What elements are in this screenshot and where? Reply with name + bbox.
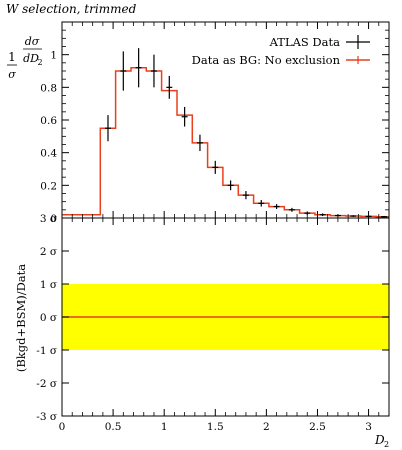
data-point [319, 213, 326, 217]
ratio-y-tick-label: 0 σ [40, 312, 57, 324]
data-point [212, 160, 219, 174]
x-tick-label: 3 [365, 421, 372, 433]
y-tick-label: 0.2 [40, 180, 57, 192]
x-tick-label: 1.5 [207, 421, 224, 433]
svg-text:2: 2 [37, 58, 42, 67]
data-point [350, 215, 357, 217]
x-tick-label: 0.5 [105, 421, 122, 433]
x-tick-label: 2.5 [309, 421, 326, 433]
svg-text:σ: σ [8, 68, 16, 81]
y-tick-label: 0.6 [40, 115, 57, 127]
data-point [135, 48, 142, 88]
legend-entry-atlas-data: ATLAS Data [269, 35, 370, 49]
legend-entry-data-as-bg: Data as BG: No exclusion [192, 53, 370, 67]
data-point [227, 180, 234, 191]
ratio-y-tick-label: 3 σ [40, 213, 57, 225]
legend: ATLAS Data Data as BG: No exclusion [192, 35, 370, 67]
data-point [288, 207, 295, 212]
top-frame [61, 21, 390, 219]
data-point [166, 75, 173, 99]
ratio-y-tick-label: 2 σ [40, 246, 57, 258]
ratio-y-tick-label: 1 σ [40, 279, 57, 291]
data-point [380, 216, 387, 218]
svg-text:ATLAS Data: ATLAS Data [269, 35, 341, 49]
x-tick-label: 0 [59, 421, 66, 433]
data-point [196, 134, 203, 152]
data-point [150, 54, 157, 88]
data-point [104, 115, 111, 142]
chart-title: W selection, trimmed [6, 2, 137, 16]
data-point [273, 204, 280, 210]
svg-text:D: D [374, 433, 385, 447]
top-panel: 0 0.2 0.4 0.6 0.8 1 [40, 21, 390, 225]
top-ylabel: 1 σ dσ dD 2 [7, 35, 43, 81]
data-point [258, 200, 265, 207]
data-point [120, 51, 127, 91]
y-tick-label: 0 [50, 213, 57, 225]
svg-text:dσ: dσ [25, 35, 40, 48]
svg-text:1: 1 [8, 50, 16, 64]
svg-text:2: 2 [384, 440, 389, 449]
svg-text:dD: dD [23, 52, 39, 65]
y-tick-label: 1 [50, 50, 57, 62]
ratio-panel: -3 σ-2 σ-1 σ0 σ1 σ2 σ3 σ0 0.5 1 1.5 2 2.5 3 [36, 213, 390, 433]
svg-text:Data as BG: No exclusion: Data as BG: No exclusion [192, 53, 341, 67]
x-tick-label: 1 [161, 421, 168, 433]
x-tick-label: 2 [263, 421, 270, 433]
ratio-y-tick-label: -2 σ [36, 378, 57, 390]
x-axis-label: D 2 [374, 433, 389, 449]
data-point [181, 106, 188, 127]
bg-step-line [62, 66, 389, 218]
ratio-y-tick-label: -1 σ [36, 345, 57, 357]
y-tick-label: 0.8 [40, 82, 57, 94]
ratio-y-tick-label: -3 σ [36, 411, 57, 423]
data-point [242, 191, 249, 200]
ratio-ylabel: (Bkgd+BSM)/Data [14, 264, 28, 372]
y-tick-label: 0.4 [40, 148, 57, 160]
